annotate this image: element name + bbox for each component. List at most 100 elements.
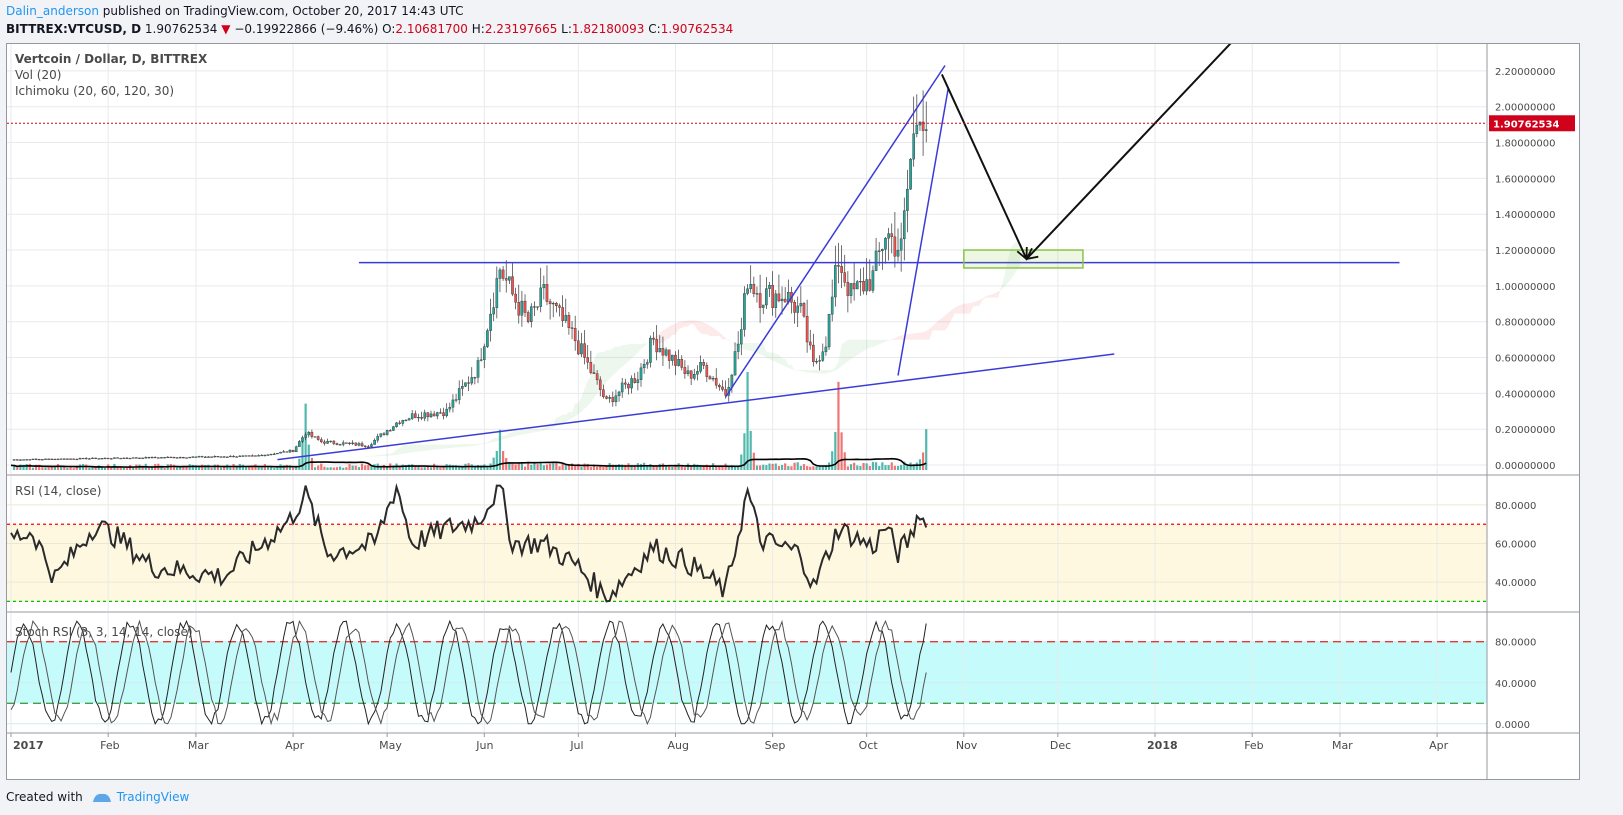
price-tick-label: 2.20000000 [1495, 67, 1555, 78]
volume-bar [34, 464, 38, 470]
cloud-segment [725, 338, 729, 341]
cloud-segment [421, 444, 425, 452]
price-chart[interactable]: 2.20000000 2.00000000 1.80000000 1.60000000… [7, 39, 1579, 779]
candle-body [457, 388, 461, 400]
candle-body [357, 443, 361, 446]
volume-bar [60, 466, 63, 470]
cloud-segment [782, 358, 786, 367]
volume-bar [69, 466, 72, 470]
volume-bar [411, 464, 414, 470]
volume-bar [696, 464, 699, 470]
volume-bar [210, 467, 213, 470]
volume-bar [88, 467, 91, 470]
volume-bar [451, 465, 455, 470]
volume-bar [580, 466, 583, 470]
candle-body [398, 422, 401, 424]
volume-bar [147, 467, 151, 470]
candle-body [84, 457, 88, 460]
volume-bar [194, 465, 198, 470]
open-value: 2.10681700 [395, 22, 468, 36]
volume-bar [743, 433, 746, 470]
candle-body [840, 266, 843, 273]
candle-body [229, 455, 232, 458]
candle-body [667, 349, 671, 361]
volume-bar [119, 466, 122, 470]
cloud-segment [816, 369, 820, 374]
candle-body [429, 413, 433, 418]
volume-bar [473, 467, 476, 470]
cloud-segment [794, 369, 798, 371]
candle-body [749, 283, 752, 290]
candle-body [329, 440, 332, 443]
volume-bar [649, 464, 652, 470]
cloud-segment [380, 454, 384, 457]
candle-body [423, 412, 427, 419]
candle-body [144, 456, 148, 459]
volume-bar [536, 464, 539, 470]
candle-body [385, 430, 389, 435]
legend-ichimoku: Ichimoku (20, 60, 120, 30) [15, 84, 174, 98]
volume-bar [31, 467, 35, 470]
candle-body [169, 456, 173, 459]
author-link[interactable]: Dalin_anderson [6, 4, 99, 18]
candle-body [837, 265, 840, 267]
cloud-segment [365, 456, 369, 457]
volume-bar [727, 465, 730, 470]
volume-bar [664, 466, 668, 470]
volume-bar [514, 464, 517, 470]
volume-bar [357, 467, 361, 470]
volume-bar [150, 465, 154, 470]
volume-bar [386, 466, 389, 470]
candle-body [420, 417, 423, 419]
candle-body [210, 456, 213, 458]
candle-body [216, 456, 220, 458]
cloud-segment [662, 328, 667, 343]
volume-bar [555, 462, 558, 470]
volume-bar [871, 461, 875, 470]
volume-bar [288, 465, 292, 470]
candle-body [310, 431, 314, 437]
candle-body [520, 300, 524, 316]
price-change: −0.19922866 (−9.46%) [234, 22, 379, 36]
cloud-segment [866, 339, 870, 350]
candle-body [896, 250, 900, 257]
candle-body [655, 339, 658, 353]
candle-body [194, 456, 198, 458]
cloud-segment [612, 346, 616, 376]
candle-body [674, 354, 677, 366]
cloud-segment [515, 430, 519, 436]
candle-body [276, 452, 279, 455]
close-label: C: [648, 22, 661, 36]
cloud-segment [506, 432, 510, 439]
cloud-segment [368, 455, 372, 457]
candle-body [774, 293, 778, 308]
volume-bar [16, 466, 19, 470]
cloud-segment [459, 443, 463, 448]
candle-body [395, 422, 398, 427]
candle-body [758, 293, 762, 308]
volume-bar [439, 467, 442, 470]
candle-body [868, 279, 872, 291]
volume-bar [326, 467, 329, 470]
low-label: L: [561, 22, 572, 36]
volume-bar [360, 463, 364, 470]
cloud-segment [537, 429, 541, 432]
volume-bar [799, 465, 802, 470]
footer-brand[interactable]: TradingView [116, 790, 190, 804]
candle-body [12, 459, 16, 461]
candle-body [163, 457, 166, 459]
chart-frame[interactable]: 2.20000000 2.00000000 1.80000000 1.60000000… [6, 39, 1580, 780]
volume-bar [768, 463, 771, 470]
candle-body [235, 456, 238, 458]
volume-bar [392, 465, 395, 470]
price-tick-label: 1.00000000 [1495, 282, 1555, 293]
candle-body [157, 457, 160, 459]
candle-body [22, 459, 25, 461]
volume-bar [223, 466, 226, 470]
candle-body [135, 457, 138, 459]
candle-body [37, 459, 41, 461]
projection-arrowhead [1025, 247, 1033, 260]
candle-body [802, 303, 806, 317]
candle-body [147, 456, 151, 459]
volume-bar [382, 464, 386, 470]
